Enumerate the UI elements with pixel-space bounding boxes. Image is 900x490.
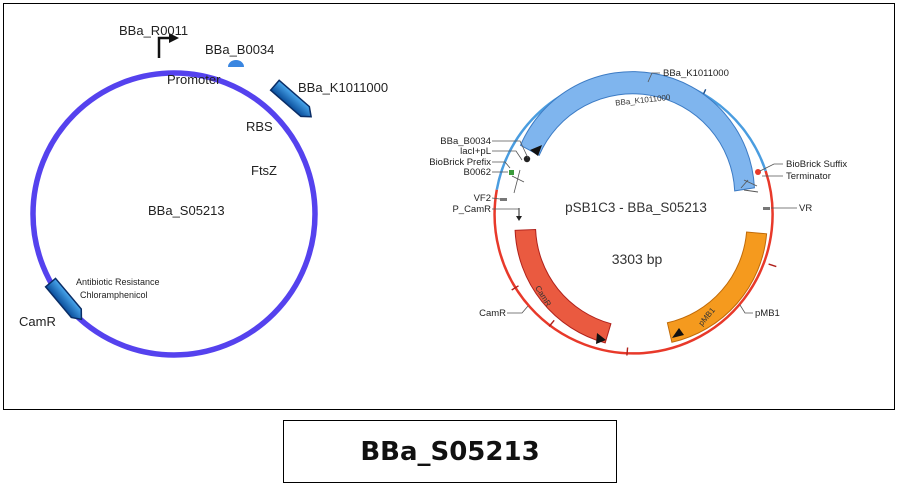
caption-box: BBa_S05213 [283, 420, 617, 483]
pmb1-arrowhead-icon [672, 328, 684, 338]
k1011000-inner-label: BBa_K1011000 [615, 93, 672, 108]
rbs-label: RBS [246, 119, 273, 134]
resistance-label-1: Antibiotic Resistance [76, 277, 160, 287]
rbs-id-label: BBa_B0034 [205, 42, 274, 57]
rbs-dome-icon [228, 60, 244, 67]
suffix-label: BioBrick Suffix [786, 159, 847, 170]
camr-arrowhead-icon [596, 333, 606, 344]
figure-frame [3, 3, 895, 410]
k1011000-arrowhead-icon [530, 145, 542, 156]
promoter-arrowhead-icon [169, 33, 179, 43]
b0062-label: B0062 [464, 167, 491, 178]
vf2-marker [500, 198, 507, 201]
gene-feature-arrow [269, 79, 313, 118]
promoter-id-label: BBa_R0011 [119, 23, 188, 38]
gene-label: FtsZ [251, 163, 277, 178]
terminator-marker [755, 169, 761, 175]
p-camr-label: P_CamR [452, 204, 491, 215]
pmb1-feature [666, 231, 768, 343]
terminator-label: Terminator [786, 171, 831, 182]
leader-lines [491, 72, 797, 314]
resistance-label-2: Chloramphenicol [80, 290, 148, 300]
plasmid-diagram: BBa_R0011 BBa_B0034 Promoter BBa_K101100… [19, 23, 847, 358]
camr-label: CamR [19, 314, 56, 329]
right-map-title: pSB1C3 - BBa_S05213 [565, 200, 707, 215]
camr-feature [514, 228, 612, 344]
left-center-label: BBa_S05213 [148, 203, 225, 218]
prefix-label: BioBrick Prefix [429, 157, 491, 168]
lacipl-label: lacI+pL [460, 146, 491, 157]
gene-id-label: BBa_K1011000 [298, 80, 388, 95]
b0034-marker [523, 155, 531, 163]
b0034-label: BBa_B0034 [440, 136, 491, 147]
right-map-length: 3303 bp [612, 251, 663, 267]
p-camr-arrowhead-icon [516, 216, 522, 221]
camr-feature-arrow [44, 277, 83, 321]
k1011000-label: BBa_K1011000 [663, 68, 729, 79]
camr-label-right: CamR [479, 308, 506, 319]
k1011000-feature [519, 71, 755, 192]
b0062-marker [509, 170, 514, 175]
left-backbone-circle [30, 70, 318, 358]
right-plasmid-map: BBa_K1011000 CamR pMB1 [429, 68, 847, 356]
promoter-label: Promoter [167, 72, 221, 87]
pmb1-label: pMB1 [755, 308, 780, 319]
promoter-arrow-icon [157, 36, 172, 58]
vr-label: VR [799, 203, 812, 214]
caption-title: BBa_S05213 [360, 436, 540, 467]
backbone-ring [493, 170, 774, 355]
vr-marker [763, 207, 770, 210]
site-brackets [511, 175, 759, 193]
vf2-label: VF2 [474, 193, 491, 204]
left-plasmid-map: BBa_R0011 BBa_B0034 Promoter BBa_K101100… [19, 23, 388, 358]
